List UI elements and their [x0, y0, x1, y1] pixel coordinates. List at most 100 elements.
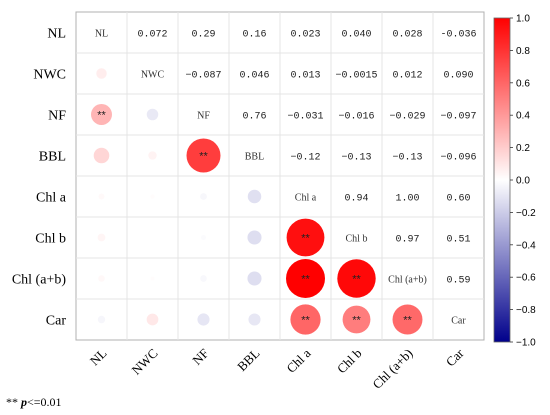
- significance-marker: **: [199, 151, 208, 163]
- y-axis-label: Chl a: [36, 191, 67, 206]
- correlation-circle: [96, 68, 107, 79]
- significance-marker: **: [301, 315, 310, 327]
- colorbar-tick-label: −0.6: [516, 273, 536, 284]
- cell-value-label: 0.60: [446, 194, 470, 205]
- cell-value-label: −0.13: [392, 153, 422, 164]
- correlation-circle: [342, 305, 371, 334]
- correlation-circle: [286, 259, 325, 298]
- significance-marker: **: [352, 315, 361, 327]
- cell-value-label: 0.76: [242, 112, 266, 123]
- significance-footnote: ** p<=0.01: [6, 395, 62, 410]
- diagonal-label: BBL: [245, 152, 264, 163]
- significance-marker: **: [301, 233, 310, 245]
- correlation-circle: [392, 304, 423, 335]
- cell-value-label: −0.096: [440, 153, 476, 164]
- significance-marker: **: [352, 274, 361, 286]
- correlation-circle: [290, 304, 321, 335]
- colorbar-tick-label: 0.2: [516, 143, 530, 154]
- correlation-circle: [146, 108, 159, 121]
- correlation-circle: [201, 235, 206, 240]
- colorbar-tick-label: 0.4: [516, 111, 530, 122]
- colorbar-tick-label: −0.4: [516, 240, 536, 251]
- correlation-circle: [197, 313, 210, 326]
- y-axis-label: NWC: [33, 68, 66, 83]
- colorbar-scale: [493, 17, 511, 343]
- cell-value-label: -0.036: [440, 30, 476, 41]
- cell-value-label: 0.046: [239, 71, 269, 82]
- correlation-circle: [98, 193, 105, 200]
- diagonal-label: Chl a: [295, 193, 317, 204]
- correlation-circle: [247, 230, 262, 245]
- correlation-circle: [248, 313, 261, 326]
- colorbar-tick-label: 0.6: [516, 78, 530, 89]
- significance-marker: **: [97, 110, 106, 122]
- x-axis-label: NL: [87, 345, 110, 368]
- cell-value-label: 0.51: [446, 235, 470, 246]
- x-axis-label: BBL: [234, 345, 263, 374]
- x-axis-label: Chl a: [283, 345, 313, 375]
- significance-marker: **: [301, 274, 310, 286]
- correlation-circle: [90, 103, 113, 126]
- cell-value-label: 0.59: [446, 276, 470, 287]
- correlation-circle: [200, 275, 207, 282]
- colorbar-tick-label: −0.2: [516, 208, 536, 219]
- footnote-stars: **: [6, 395, 18, 409]
- correlation-circle: [93, 147, 110, 164]
- correlation-circle: [98, 275, 105, 282]
- x-axis-label: Chl (a+b): [369, 346, 415, 392]
- cell-value-label: −0.097: [440, 112, 476, 123]
- diagonal-label: NWC: [141, 70, 165, 81]
- x-axis-label: NWC: [129, 346, 161, 378]
- correlation-circle: [97, 315, 106, 324]
- correlation-circle: [247, 271, 262, 286]
- colorbar-tick-label: 0.8: [516, 46, 530, 57]
- cell-value-label: 0.013: [290, 71, 320, 82]
- correlation-circle: [337, 259, 376, 298]
- colorbar: 1.0 0.8 0.6 0.4 0.2 0.0 −0.2 −0.4 −0.6 −0.8 −1.0: [493, 14, 536, 349]
- colorbar-tick-label: 0.0: [516, 176, 530, 187]
- correlation-circle: [150, 194, 155, 199]
- diagonal-label: NL: [95, 29, 108, 40]
- correlation-circle: [148, 151, 157, 160]
- correlation-circle: [200, 193, 207, 200]
- cell-value-label: 0.16: [242, 30, 266, 41]
- cell-value-label: 0.023: [290, 30, 320, 41]
- footnote-p-symbol: p: [21, 395, 27, 409]
- y-axis-label: Chl b: [35, 232, 66, 247]
- y-axis-label: Car: [46, 314, 67, 329]
- correlation-circle: [150, 276, 155, 281]
- cell-value-label: 0.072: [137, 30, 167, 41]
- cell-value-label: 0.29: [191, 30, 215, 41]
- cell-value-label: −0.13: [341, 153, 371, 164]
- cell-value-label: −0.029: [389, 112, 425, 123]
- cell-value-label: 1.00: [395, 194, 419, 205]
- cell-value-label: −0.12: [290, 153, 320, 164]
- y-axis-label: NL: [47, 27, 66, 42]
- cell-value-label: −0.0015: [335, 71, 377, 82]
- diagonal-label: NF: [197, 111, 210, 122]
- y-axis-label: Chl (a+b): [12, 273, 66, 288]
- matrix-cells: NL 0.072 0.29 0.16 0.023 0.040 0.028 -0.036 NWC −…: [90, 29, 477, 335]
- diagonal-label: Car: [451, 316, 466, 327]
- correlation-circle: [146, 313, 159, 326]
- footnote-threshold: <=0.01: [27, 395, 62, 409]
- colorbar-tick-label: −1.0: [516, 338, 536, 349]
- correlation-circle: [151, 236, 154, 239]
- diagonal-label: Chl b: [346, 234, 368, 245]
- colorbar-tick-label: −0.8: [516, 305, 536, 316]
- cell-value-label: 0.97: [395, 235, 419, 246]
- x-axis-label: Car: [443, 345, 467, 369]
- x-axis-label: Chl b: [334, 346, 365, 377]
- cell-value-label: 0.94: [344, 194, 368, 205]
- diagonal-label: Chl (a+b): [388, 275, 427, 286]
- y-axis-label: BBL: [39, 150, 66, 165]
- y-axis-label: NF: [48, 109, 66, 124]
- cell-value-label: −0.016: [338, 112, 374, 123]
- colorbar-tick-label: 1.0: [516, 14, 530, 25]
- significance-marker: **: [403, 315, 412, 327]
- correlation-circle: [247, 189, 262, 204]
- cell-value-label: −0.031: [287, 112, 323, 123]
- correlation-circle: [286, 218, 325, 257]
- correlation-circle: [97, 233, 106, 242]
- correlation-circle: [186, 138, 221, 173]
